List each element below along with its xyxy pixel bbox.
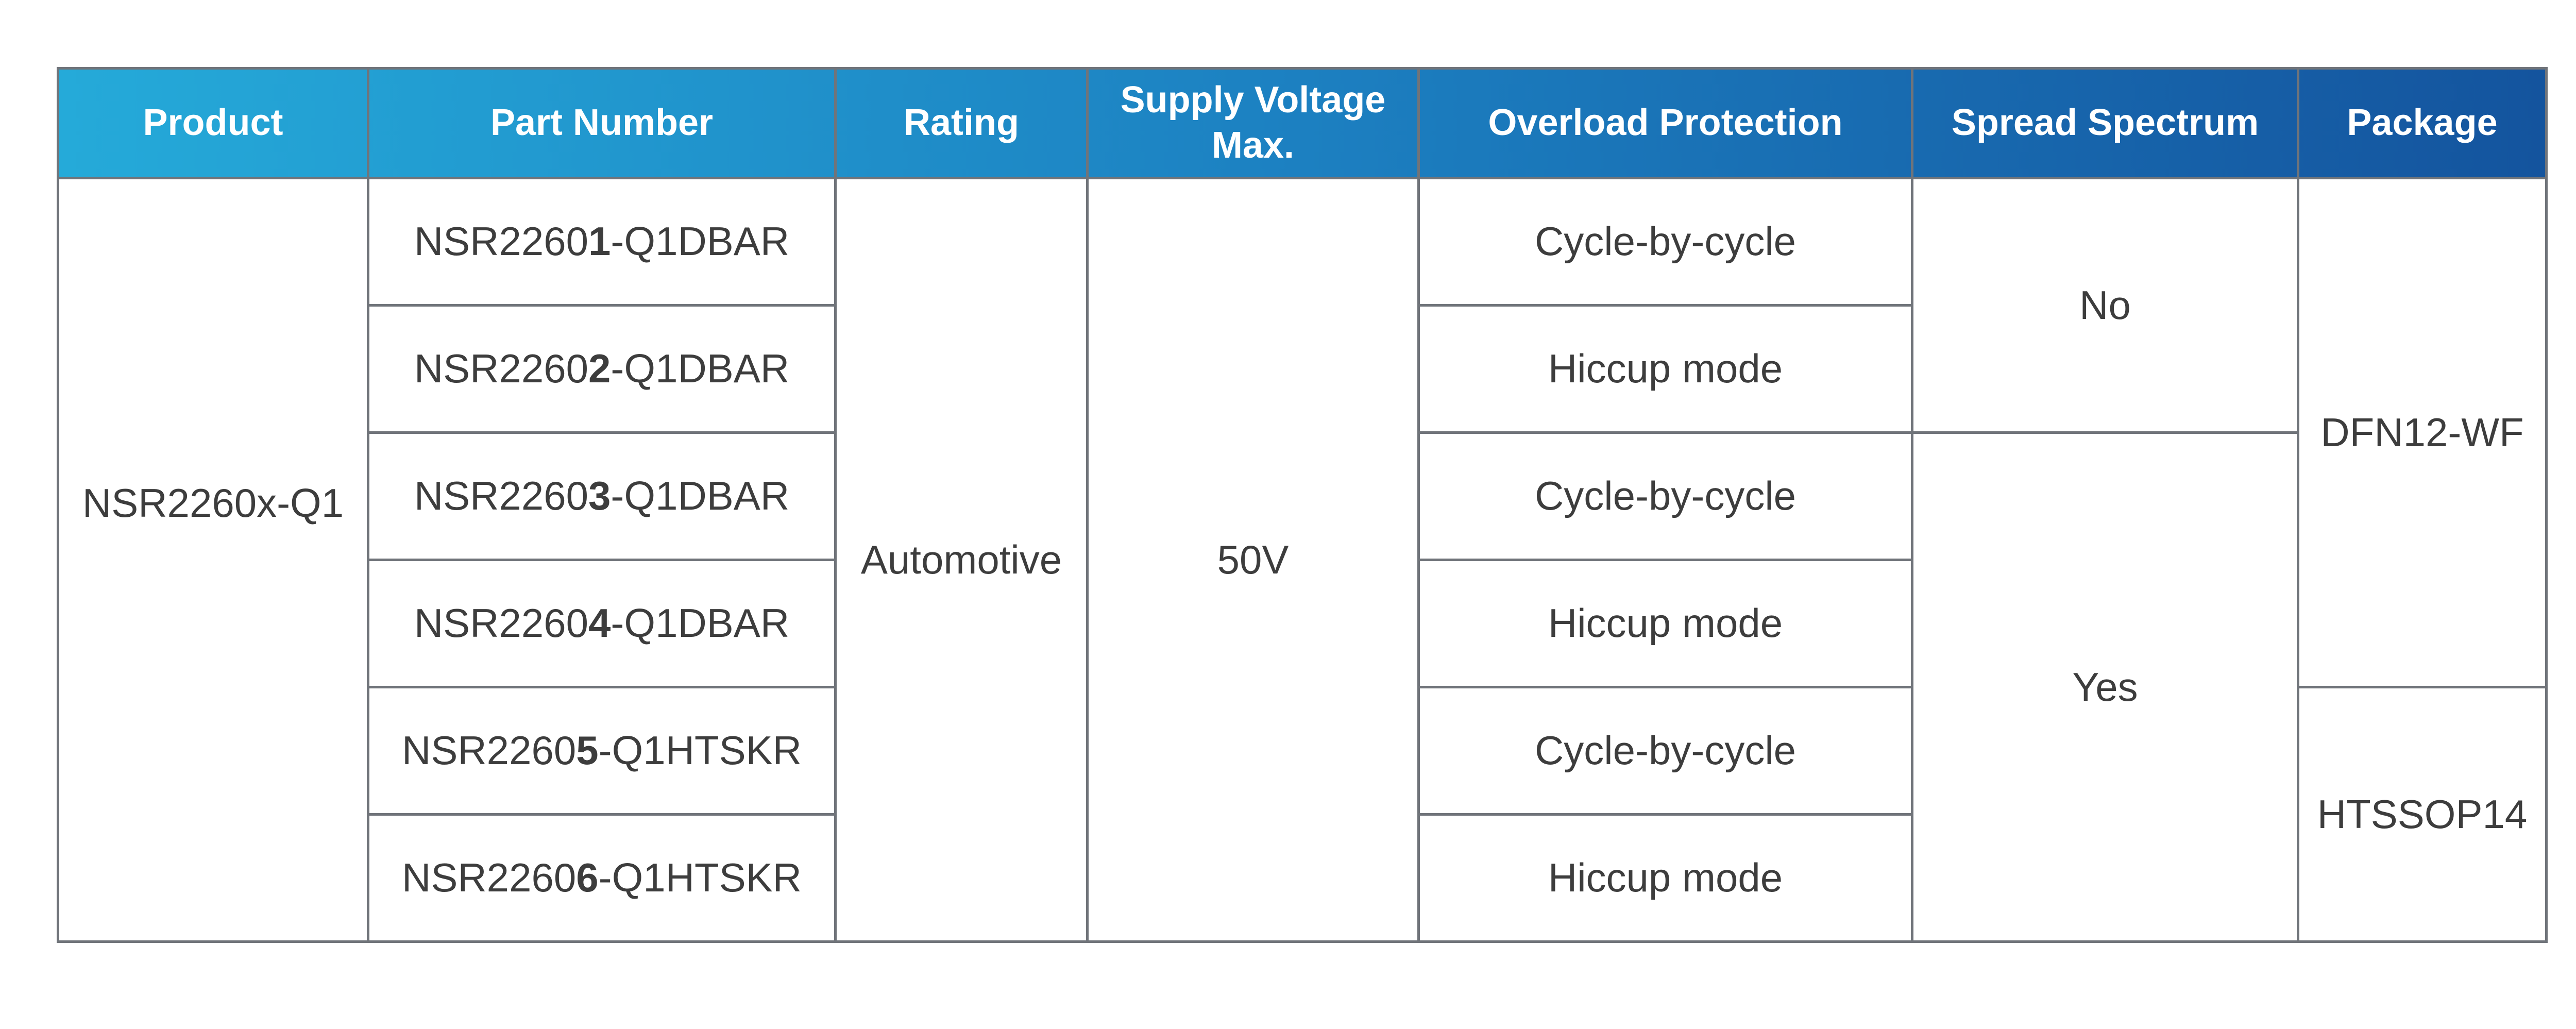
part-number-suffix: -Q1DBAR — [611, 600, 790, 646]
spread-spectrum-yes-value: Yes — [2072, 664, 2138, 710]
table-row: NSR22602-Q1DBAR Hiccup mode — [58, 304, 2547, 434]
part-number-prefix: NSR2260 — [414, 218, 589, 264]
table-row: NSR22603-Q1DBAR Cycle-by-cycle Yes — [58, 431, 2547, 943]
table-row: NSR2260x-Q1 NSR22601-Q1DBAR Automotive 5… — [57, 177, 2548, 943]
part-number-variant-digit: 2 — [588, 346, 611, 392]
part-number-prefix: NSR2260 — [414, 473, 589, 519]
cell-part-number-3: NSR22603-Q1DBAR — [367, 431, 837, 561]
rating-value: Automotive — [860, 536, 1062, 582]
part-number-suffix: -Q1DBAR — [611, 346, 790, 392]
cell-product: NSR2260x-Q1 — [57, 177, 369, 943]
cell-part-number-6: NSR22606-Q1HTSKR — [367, 813, 837, 943]
cell-overload-protection-5: Cycle-by-cycle — [1417, 686, 1913, 816]
part-number-prefix: NSR2260 — [414, 600, 589, 646]
col-header-package: Package — [2297, 67, 2548, 179]
col-header-overload-protection: Overload Protection — [1417, 67, 1913, 179]
product-selection-table: Product Part Number Rating Supply Voltag… — [57, 67, 2548, 943]
part-number-suffix: -Q1DBAR — [611, 218, 790, 264]
package-dfn12-wf-value: DFN12-WF — [2320, 409, 2524, 455]
cell-overload-protection-1: Cycle-by-cycle — [1417, 177, 1913, 307]
supply-voltage-value: 50V — [1217, 536, 1289, 582]
cell-overload-protection-6: Hiccup mode — [1417, 813, 1913, 943]
part-number-variant-digit: 4 — [588, 600, 611, 646]
part-number-suffix: -Q1HTSKR — [598, 728, 802, 773]
cell-part-number-5: NSR22605-Q1HTSKR — [367, 686, 837, 816]
col-header-spread-spectrum: Spread Spectrum — [1911, 67, 2299, 179]
cell-spread-spectrum-yes: Yes — [1911, 431, 2299, 943]
part-number-prefix: NSR2260 — [402, 855, 577, 901]
part-number-variant-digit: 5 — [576, 728, 599, 773]
cell-overload-protection-2: Hiccup mode — [1417, 304, 1913, 434]
header-row: Product Part Number Rating Supply Voltag… — [57, 67, 2548, 179]
cell-part-number-1: NSR22601-Q1DBAR — [367, 177, 837, 307]
part-number-variant-digit: 1 — [588, 218, 611, 264]
spread-spectrum-no-value: No — [2079, 282, 2131, 328]
cell-spread-spectrum-no: No — [1911, 177, 2299, 434]
cell-rating: Automotive — [834, 177, 1089, 943]
col-header-product: Product — [57, 67, 369, 179]
cell-part-number-2: NSR22602-Q1DBAR — [367, 304, 837, 434]
part-number-suffix: -Q1DBAR — [611, 473, 790, 519]
table-row: NSR22605-Q1HTSKR Cycle-by-cycle HTSSOP14 — [58, 686, 2548, 943]
part-number-suffix: -Q1HTSKR — [598, 855, 802, 901]
part-number-variant-digit: 3 — [588, 473, 611, 519]
col-header-rating: Rating — [834, 67, 1089, 179]
part-number-prefix: NSR2260 — [414, 346, 589, 392]
cell-overload-protection-3: Cycle-by-cycle — [1417, 431, 1913, 561]
part-number-prefix: NSR2260 — [402, 728, 577, 773]
cell-overload-protection-4: Hiccup mode — [1417, 559, 1913, 688]
table-row: NSR22606-Q1HTSKR Hiccup mode — [58, 813, 2547, 943]
part-number-variant-digit: 6 — [576, 855, 599, 901]
table-row: NSR22604-Q1DBAR Hiccup mode — [58, 559, 2547, 688]
cell-supply-voltage-max: 50V — [1086, 177, 1420, 943]
cell-part-number-4: NSR22604-Q1DBAR — [367, 559, 837, 688]
cell-package-dfn12-wf: DFN12-WF — [2297, 177, 2548, 688]
cell-package-htssop14: HTSSOP14 — [2297, 686, 2548, 943]
col-header-part-number: Part Number — [367, 67, 837, 179]
col-header-supply-voltage-max: Supply Voltage Max. — [1086, 67, 1420, 179]
package-htssop14-value: HTSSOP14 — [2317, 791, 2528, 837]
product-name: NSR2260x-Q1 — [82, 480, 344, 526]
